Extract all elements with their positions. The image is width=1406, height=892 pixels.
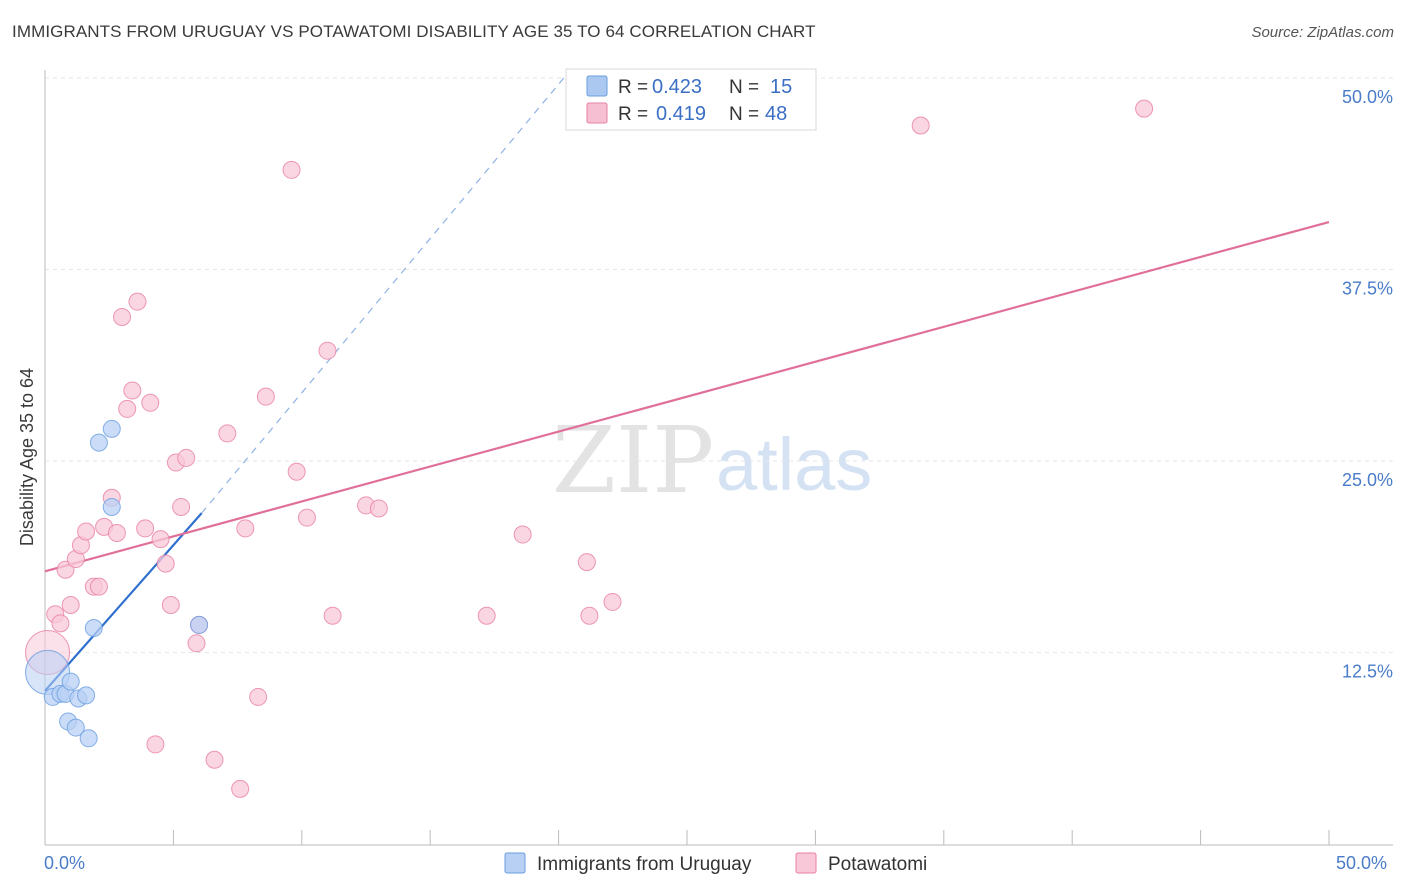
point-potawatomi (172, 497, 191, 516)
point-uruguay (102, 497, 121, 516)
x-tick-label-min: 0.0% (44, 853, 85, 873)
legend-r-label-uruguay: R = (618, 77, 648, 98)
point-potawatomi (231, 779, 250, 798)
point-potawatomi (118, 399, 137, 418)
trend-line-potawatomi (44, 220, 1330, 573)
x-tick-label-max: 50.0% (1336, 853, 1387, 873)
legend-r-value-uruguay: 0.423 (652, 76, 702, 98)
y-axis-label: Disability Age 35 to 64 (17, 368, 37, 546)
legend-swatch-uruguay (586, 75, 608, 97)
legend-box (565, 68, 817, 131)
chart-title: IMMIGRANTS FROM URUGUAY VS POTAWATOMI DI… (12, 22, 816, 41)
point-uruguay (77, 686, 96, 705)
point-potawatomi (297, 508, 316, 527)
point-potawatomi (236, 519, 255, 538)
point-potawatomi (161, 596, 180, 615)
point-potawatomi (577, 553, 596, 572)
y-tick-label: 25.0% (1342, 470, 1393, 490)
point-potawatomi (141, 393, 160, 412)
y-tick-labels: 12.5% 25.0% 37.5% 50.0% (1342, 87, 1393, 682)
point-potawatomi (107, 524, 126, 543)
correlation-legend: R = 0.423 N = 15 R = 0.419 N = 48 (565, 68, 817, 131)
series-legend-label-potawatomi: Potawatomi (828, 854, 927, 875)
trend-line-extension-uruguay (201, 68, 572, 514)
point-potawatomi (77, 522, 96, 541)
point-uruguay (84, 618, 103, 637)
point-potawatomi (136, 519, 155, 538)
point-potawatomi (61, 596, 80, 615)
point-uruguay (79, 729, 98, 748)
point-potawatomi (513, 525, 532, 544)
trend-line-uruguay (44, 512, 203, 692)
x-axis-ticks (44, 830, 1330, 845)
point-potawatomi (113, 307, 132, 326)
data-points (25, 99, 1154, 798)
point-potawatomi (256, 387, 275, 406)
series-legend-label-uruguay: Immigrants from Uruguay (537, 854, 752, 875)
point-potawatomi (318, 341, 337, 360)
source-credit: Source: ZipAtlas.com (1251, 24, 1394, 41)
point-potawatomi (146, 735, 165, 754)
point-uruguay (102, 419, 121, 438)
legend-n-label-potawatomi: N = (729, 104, 759, 125)
y-tick-label: 12.5% (1342, 662, 1393, 682)
point-potawatomi (603, 592, 622, 611)
point-uruguay (190, 615, 209, 634)
point-potawatomi (477, 606, 496, 625)
point-potawatomi (323, 606, 342, 625)
point-uruguay (89, 433, 108, 452)
point-potawatomi (128, 292, 147, 311)
series-legend-swatch-uruguay (504, 852, 526, 874)
legend-n-value-uruguay: 15 (770, 76, 792, 98)
point-uruguay (61, 672, 80, 691)
point-potawatomi (287, 462, 306, 481)
legend-r-value-potawatomi: 0.419 (656, 103, 706, 125)
point-potawatomi (177, 448, 196, 467)
y-tick-label: 37.5% (1342, 279, 1393, 299)
point-uruguay (66, 718, 85, 737)
y-tick-label: 50.0% (1342, 87, 1393, 107)
point-potawatomi (51, 614, 70, 633)
point-potawatomi (89, 577, 108, 596)
point-potawatomi (151, 530, 170, 549)
series-legend: Immigrants from Uruguay Potawatomi (504, 852, 927, 875)
trend-lines (44, 68, 1330, 692)
point-potawatomi (156, 554, 175, 573)
legend-r-label-potawatomi: R = (618, 104, 648, 125)
series-legend-swatch-potawatomi (795, 852, 817, 874)
watermark-atlas: atlas (716, 423, 872, 506)
legend-n-label-uruguay: N = (729, 77, 759, 98)
gridlines (45, 77, 1393, 653)
point-potawatomi (580, 606, 599, 625)
point-potawatomi (123, 381, 142, 400)
point-potawatomi (1135, 99, 1154, 118)
legend-swatch-potawatomi (586, 102, 608, 124)
point-potawatomi (218, 424, 237, 443)
point-potawatomi (282, 160, 301, 179)
point-potawatomi (249, 687, 268, 706)
point-potawatomi (187, 634, 206, 653)
legend-n-value-potawatomi: 48 (765, 103, 787, 125)
point-potawatomi (205, 750, 224, 769)
point-potawatomi (911, 116, 930, 135)
point-potawatomi (369, 499, 388, 518)
